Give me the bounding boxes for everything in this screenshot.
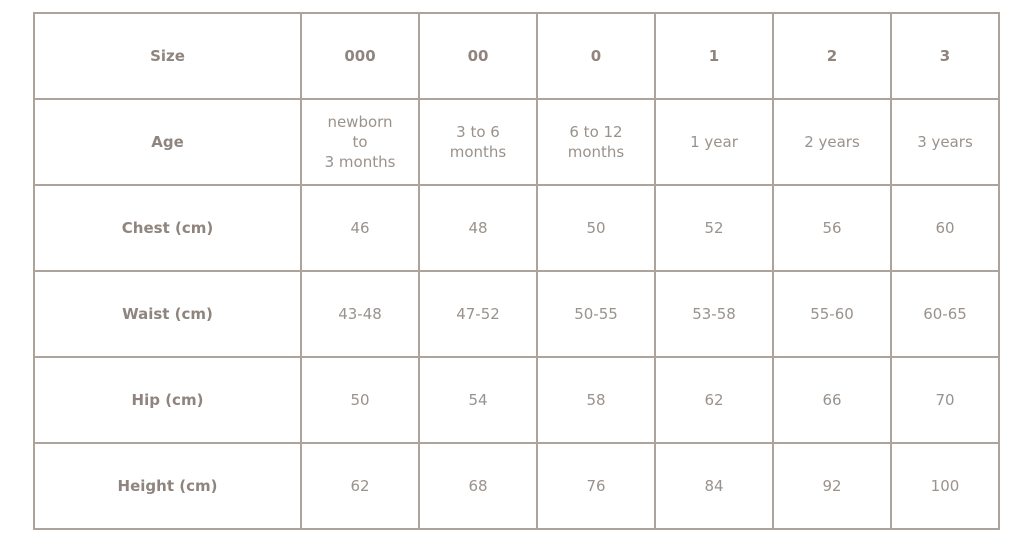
- header-row: Size 000 00 0 1 2 3: [33, 12, 1000, 100]
- table-cell: 66: [772, 356, 892, 444]
- table-row: Waist (cm) 43-48 47-52 50-55 53-58 55-60 60-65: [33, 270, 1000, 358]
- table-cell: 100: [890, 442, 1000, 530]
- table-cell: 76: [536, 442, 656, 530]
- table-cell: 58: [536, 356, 656, 444]
- size-header-cell: 1: [654, 12, 774, 100]
- table-cell: 50: [536, 184, 656, 272]
- table-cell: 54: [418, 356, 538, 444]
- table-cell: 2 years: [772, 98, 892, 186]
- table-cell: 55-60: [772, 270, 892, 358]
- table-cell: 70: [890, 356, 1000, 444]
- table-cell: 3 years: [890, 98, 1000, 186]
- row-label: Chest (cm): [33, 184, 302, 272]
- table-cell: 48: [418, 184, 538, 272]
- row-label: Waist (cm): [33, 270, 302, 358]
- size-header-cell: 000: [300, 12, 420, 100]
- size-chart-table: Size 000 00 0 1 2 3 Age newborn to 3 months 3 to …: [33, 12, 1000, 530]
- table-cell: 56: [772, 184, 892, 272]
- table-cell: 6 to 12 months: [536, 98, 656, 186]
- table-cell: 68: [418, 442, 538, 530]
- table-row: Chest (cm) 46 48 50 52 56 60: [33, 184, 1000, 272]
- table-cell: 53-58: [654, 270, 774, 358]
- row-label: Height (cm): [33, 442, 302, 530]
- table-row: Hip (cm) 50 54 58 62 66 70: [33, 356, 1000, 444]
- table-cell: 62: [300, 442, 420, 530]
- table-cell: 60: [890, 184, 1000, 272]
- table-cell: 43-48: [300, 270, 420, 358]
- table-cell: newborn to 3 months: [300, 98, 420, 186]
- row-label: Hip (cm): [33, 356, 302, 444]
- size-header-cell: 2: [772, 12, 892, 100]
- table-cell: 92: [772, 442, 892, 530]
- table-cell: 3 to 6 months: [418, 98, 538, 186]
- table-cell: 60-65: [890, 270, 1000, 358]
- row-label: Size: [33, 12, 302, 100]
- size-header-cell: 00: [418, 12, 538, 100]
- table-cell: 1 year: [654, 98, 774, 186]
- row-label: Age: [33, 98, 302, 186]
- table-cell: 62: [654, 356, 774, 444]
- table-cell: 50-55: [536, 270, 656, 358]
- table-row: Age newborn to 3 months 3 to 6 months 6 to …: [33, 98, 1000, 186]
- size-header-cell: 0: [536, 12, 656, 100]
- table-row: Height (cm) 62 68 76 84 92 100: [33, 442, 1000, 530]
- table-cell: 50: [300, 356, 420, 444]
- table-cell: 47-52: [418, 270, 538, 358]
- table-cell: 52: [654, 184, 774, 272]
- size-header-cell: 3: [890, 12, 1000, 100]
- table-cell: 84: [654, 442, 774, 530]
- table-cell: 46: [300, 184, 420, 272]
